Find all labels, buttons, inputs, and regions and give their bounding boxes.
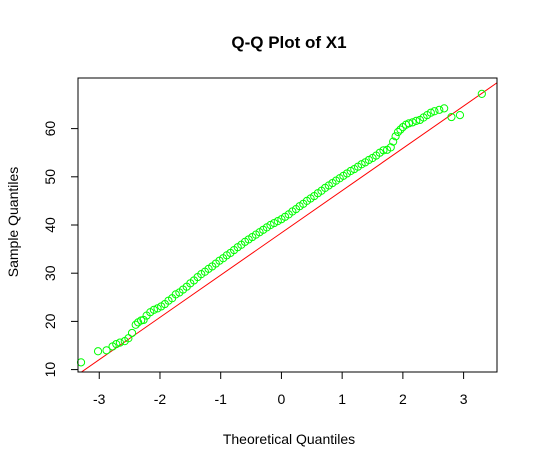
reference-line: [80, 82, 497, 372]
x-tick-label: -2: [154, 391, 167, 407]
x-axis-label: Theoretical Quantiles: [223, 431, 355, 447]
x-tick-label: 3: [460, 391, 468, 407]
data-point: [379, 146, 388, 155]
y-tick-label: 30: [42, 265, 58, 281]
x-tick-label: 2: [399, 391, 407, 407]
y-axis-label: Sample Quantiles: [5, 167, 21, 278]
data-point: [477, 89, 486, 99]
data-point: [131, 320, 140, 329]
y-tick-label: 40: [42, 217, 58, 233]
data-point: [102, 346, 111, 355]
chart-title: Q-Q Plot of X1: [231, 33, 346, 52]
plot-frame: [77, 77, 498, 373]
data-point: [435, 105, 444, 114]
data-point: [430, 107, 439, 116]
y-tick-label: 60: [42, 121, 58, 137]
data-point: [440, 104, 449, 113]
y-tick-label: 10: [42, 362, 58, 378]
data-point: [386, 143, 395, 152]
data-point: [127, 328, 137, 338]
points-layer: [76, 89, 486, 367]
y-axis: 10 20 30 40 50 60: [42, 121, 79, 378]
x-tick-label: 0: [278, 391, 286, 407]
data-point: [112, 339, 121, 349]
data-point: [396, 125, 405, 134]
x-axis: -3 -2 -1 0 1 2 3: [93, 371, 468, 407]
data-point: [76, 358, 86, 367]
data-point: [455, 111, 465, 120]
x-tick-label: -3: [93, 391, 106, 407]
data-point: [408, 118, 417, 127]
data-point: [139, 315, 148, 325]
data-point: [149, 305, 159, 314]
data-point: [393, 127, 403, 137]
x-tick-label: -1: [214, 391, 227, 407]
data-point: [391, 132, 400, 141]
y-tick-label: 20: [42, 313, 58, 329]
data-point: [447, 112, 456, 122]
y-tick-label: 50: [42, 169, 58, 185]
data-point: [115, 338, 125, 347]
data-point: [389, 137, 398, 146]
data-point: [426, 108, 435, 117]
data-point: [412, 116, 421, 125]
x-tick-label: 1: [338, 391, 346, 407]
data-point: [404, 119, 414, 128]
data-point: [93, 347, 103, 356]
reference-line-layer: [80, 82, 497, 372]
